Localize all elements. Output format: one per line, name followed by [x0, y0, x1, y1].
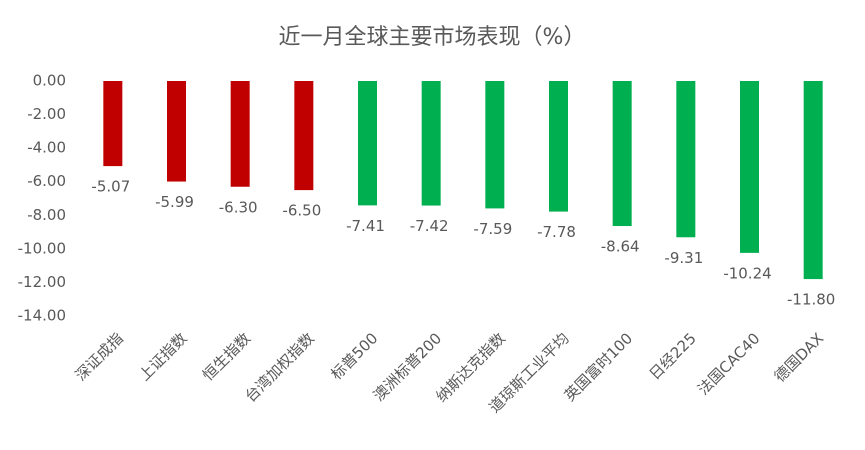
x-tick-label: 上证指数: [135, 329, 190, 384]
data-label: -11.80: [787, 291, 835, 309]
y-tick-label: 0.00: [33, 72, 66, 90]
bar: [230, 81, 250, 187]
data-label: -7.41: [346, 217, 385, 235]
x-tick-label: 德国DAX: [771, 329, 827, 385]
chart-title: 近一月全球主要市场表现（%）: [279, 25, 586, 50]
x-tick-label: 台湾加权指数: [241, 329, 317, 405]
x-tick-label: 标普500: [327, 329, 381, 383]
data-label: -7.59: [473, 220, 512, 238]
bar: [103, 81, 123, 167]
bar: [612, 81, 632, 227]
bar: [421, 81, 441, 206]
y-tick-label: -12.00: [18, 273, 66, 291]
y-tick-label: -6.00: [27, 172, 66, 190]
data-label: -7.42: [410, 217, 449, 235]
bar: [294, 81, 314, 191]
x-tick-label: 英国富时100: [561, 329, 636, 404]
bar: [358, 81, 377, 206]
y-tick-label: -10.00: [18, 239, 66, 257]
bar: [803, 81, 823, 280]
x-tick-label: 日经225: [646, 329, 700, 383]
x-tick-label: 深证成指: [72, 329, 127, 384]
y-tick-label: -2.00: [27, 105, 66, 123]
x-tick-label: 恒生指数: [199, 329, 254, 384]
data-label: -10.24: [723, 264, 771, 282]
bar: [676, 81, 696, 238]
data-label: -5.99: [155, 193, 194, 211]
bar: [167, 81, 186, 182]
y-tick-label: -14.00: [18, 307, 66, 325]
data-label: -5.07: [91, 178, 130, 196]
x-tick-label: 法国CAC40: [694, 329, 763, 398]
data-label: -7.78: [537, 223, 576, 241]
bar: [485, 81, 505, 209]
data-label: -6.50: [282, 202, 321, 220]
data-label: -9.31: [664, 249, 703, 267]
data-label: -8.64: [601, 238, 640, 256]
y-tick-label: -4.00: [27, 139, 66, 157]
bar: [549, 81, 568, 212]
data-label: -6.30: [219, 198, 258, 216]
bar: [740, 81, 759, 253]
y-tick-label: -8.00: [27, 206, 66, 224]
